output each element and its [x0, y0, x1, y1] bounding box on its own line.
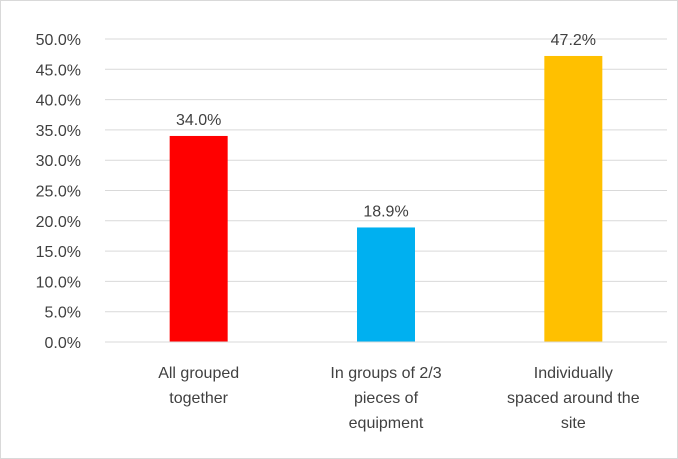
y-tick-label: 50.0%	[36, 32, 81, 49]
y-axis-ticks: 0.0% 5.0% 10.0% 15.0% 20.0% 25.0% 30.0% 35.0% 40…	[36, 32, 81, 352]
data-labels: 34.0% 18.9% 47.2%	[176, 32, 596, 220]
y-tick-label: 30.0%	[36, 153, 81, 170]
data-label: 47.2%	[551, 32, 596, 49]
category-label: In groups of 2/3	[330, 365, 441, 382]
y-tick-label: 25.0%	[36, 184, 81, 201]
y-tick-label: 0.0%	[45, 335, 81, 352]
category-label: pieces of	[354, 390, 419, 407]
y-tick-label: 20.0%	[36, 214, 81, 231]
category-label: site	[561, 415, 586, 432]
category-label: spaced around the	[507, 390, 640, 407]
category-label: Individually	[534, 365, 613, 382]
category-label: together	[169, 390, 228, 407]
category-label: equipment	[349, 415, 424, 432]
y-tick-label: 5.0%	[45, 305, 81, 322]
y-tick-label: 15.0%	[36, 244, 81, 261]
y-tick-label: 35.0%	[36, 123, 81, 140]
bar	[357, 227, 415, 342]
bar	[169, 135, 228, 342]
y-tick-label: 10.0%	[36, 274, 81, 291]
data-label: 18.9%	[363, 203, 408, 220]
y-tick-label: 40.0%	[36, 93, 81, 110]
bars	[169, 55, 603, 343]
data-label: 34.0%	[176, 112, 221, 129]
y-tick-label: 45.0%	[36, 62, 81, 79]
category-label: All grouped	[158, 365, 239, 382]
category-labels: All grouped together In groups of 2/3 piece…	[158, 365, 640, 432]
bar	[544, 55, 603, 343]
